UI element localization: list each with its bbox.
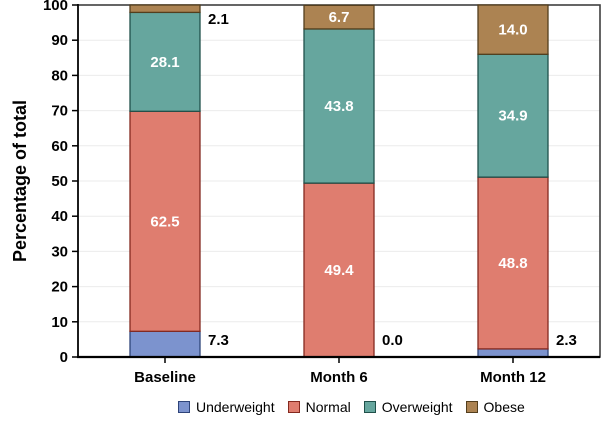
value-label-baseline-underweight: 7.3 (208, 332, 229, 349)
y-tick-label: 20 (51, 279, 68, 296)
y-axis-title: Percentage of total (10, 99, 30, 263)
value-label-month-12-underweight: 2.3 (556, 332, 577, 349)
y-tick-label: 60 (51, 138, 68, 155)
value-label-month-6-overweight: 43.8 (324, 98, 353, 115)
y-tick-label: 90 (51, 32, 68, 49)
value-label-baseline-overweight: 28.1 (150, 54, 179, 71)
legend-item-underweight: Underweight (178, 399, 275, 415)
value-label-baseline-normal: 62.5 (150, 213, 179, 230)
x-category-label: Month 12 (480, 369, 546, 386)
bar-segment-baseline-overweight (129, 11, 201, 112)
y-tick-label: 100 (43, 0, 68, 14)
value-label-month-12-obese: 14.0 (498, 22, 527, 39)
legend-swatch-obese-icon (465, 401, 478, 413)
legend-item-overweight: Overweight (363, 399, 453, 415)
bar-segment-month-6-normal (303, 182, 375, 358)
value-label-month-12-normal: 48.8 (498, 255, 527, 272)
legend-label-overweight: Overweight (381, 399, 453, 415)
value-label-month-6-underweight: 0.0 (382, 332, 403, 349)
legend-item-obese: Obese (465, 399, 525, 415)
y-tick-label: 30 (51, 243, 68, 260)
legend-label-underweight: Underweight (196, 399, 275, 415)
y-tick-label: 70 (51, 103, 68, 120)
y-tick-label: 80 (51, 67, 68, 84)
value-label-month-6-obese: 6.7 (329, 9, 350, 26)
value-label-baseline-obese: 2.1 (208, 11, 229, 28)
bar-segment-month-12-obese (477, 4, 549, 55)
y-tick-label: 40 (51, 208, 68, 225)
bar-segment-month-12-underweight (477, 348, 549, 358)
bar-segment-baseline-underweight (129, 330, 201, 358)
bar-segment-month-6-obese (303, 4, 375, 30)
legend-item-normal: Normal (287, 399, 351, 415)
legend-swatch-underweight-icon (178, 401, 190, 413)
legend: Underweight Normal Overweight Obese (178, 399, 525, 415)
value-label-month-12-overweight: 34.9 (498, 108, 527, 125)
x-category-label: Baseline (134, 369, 196, 386)
bar-segment-month-6-overweight (303, 28, 375, 184)
legend-swatch-overweight-icon (363, 401, 376, 413)
y-tick-label: 0 (60, 349, 68, 366)
x-category-label: Month 6 (310, 369, 368, 386)
bar-segment-baseline-obese (129, 4, 201, 14)
legend-swatch-normal-icon (287, 401, 300, 413)
bar-segment-baseline-normal (129, 110, 201, 332)
legend-label-normal: Normal (305, 399, 351, 415)
legend-label-obese: Obese (483, 399, 525, 415)
value-label-month-6-normal: 49.4 (324, 262, 354, 279)
y-tick-label: 10 (51, 314, 68, 331)
y-tick-label: 50 (51, 173, 68, 190)
